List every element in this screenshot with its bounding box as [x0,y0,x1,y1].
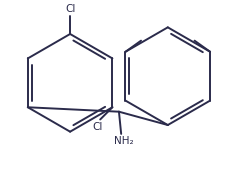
Text: Cl: Cl [93,122,103,132]
Text: NH₂: NH₂ [114,136,133,146]
Text: Cl: Cl [65,4,75,14]
